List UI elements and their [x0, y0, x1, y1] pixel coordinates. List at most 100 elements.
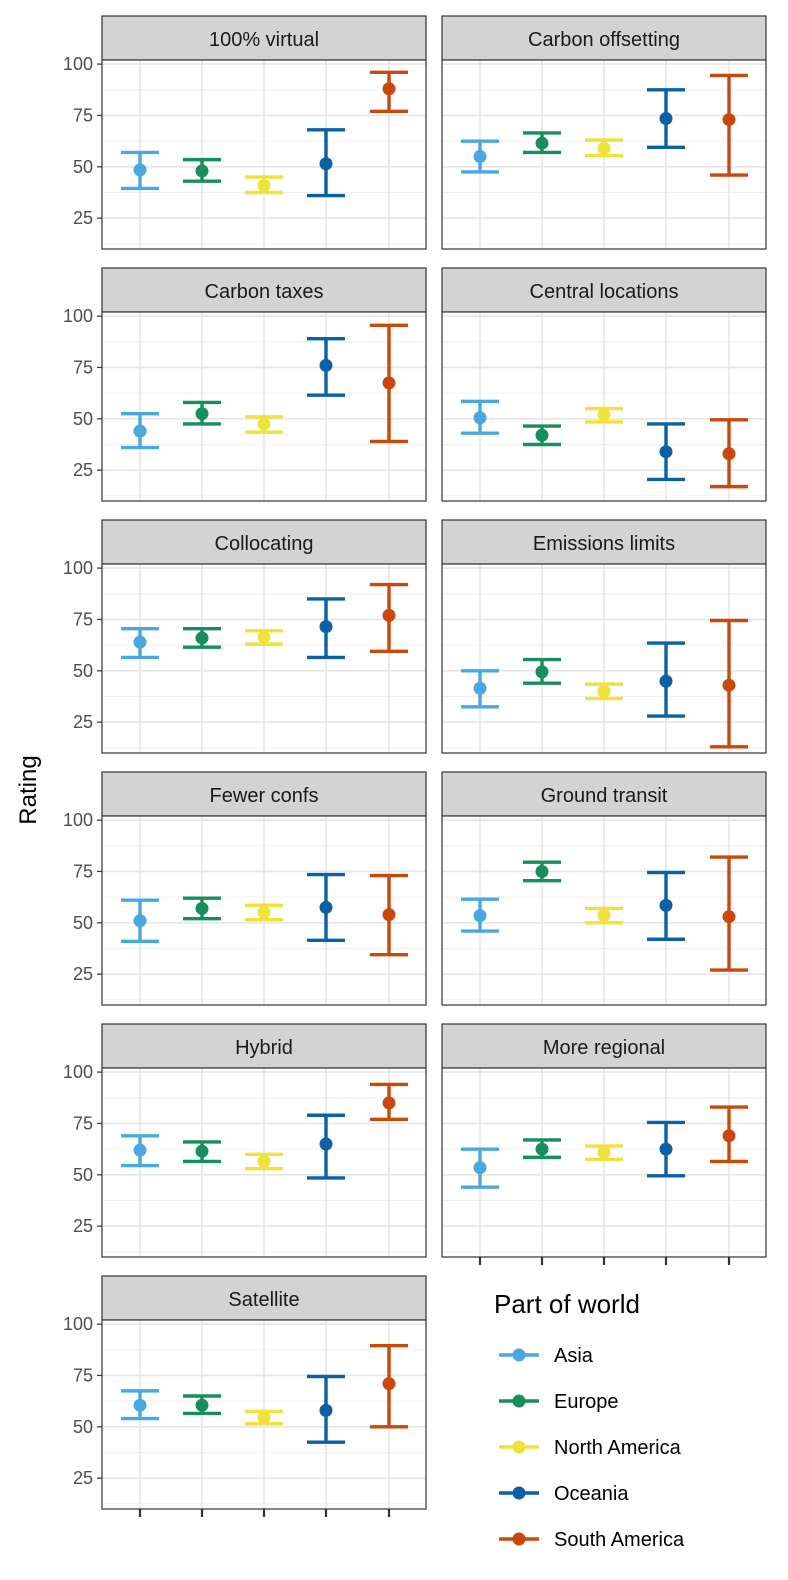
mean-point — [722, 678, 736, 692]
mean-point — [722, 910, 736, 924]
y-tick-label: 100 — [63, 1314, 93, 1334]
mean-point — [535, 428, 549, 442]
panel-border — [101, 563, 427, 754]
y-tick-label: 50 — [73, 409, 93, 429]
panel-border — [441, 59, 767, 250]
mean-point — [473, 681, 487, 695]
mean-point — [597, 909, 611, 923]
panel-border — [101, 815, 427, 1006]
y-tick-label: 50 — [73, 661, 93, 681]
facet-strip-label: Fewer confs — [210, 785, 319, 807]
y-tick-label: 75 — [73, 861, 93, 881]
mean-point — [257, 178, 271, 192]
facet-strip — [101, 771, 427, 817]
mean-point — [382, 1096, 396, 1110]
y-tick-label: 75 — [73, 1113, 93, 1133]
facet-strip — [441, 771, 767, 817]
legend-entry: Europe — [499, 1391, 619, 1413]
facet-strip-label: Hybrid — [235, 1037, 293, 1059]
mean-point — [133, 424, 147, 438]
y-tick-label: 50 — [73, 1165, 93, 1185]
facet-strip-label: Emissions limits — [533, 533, 675, 555]
facet-panel: Carbon offsetting — [441, 15, 767, 250]
mean-point — [133, 635, 147, 649]
legend-key-point — [512, 1440, 526, 1454]
y-tick-label: 75 — [73, 1365, 93, 1385]
mean-point — [257, 1154, 271, 1168]
mean-point — [257, 630, 271, 644]
y-tick-label: 100 — [63, 558, 93, 578]
facet-panel: Ground transit — [441, 771, 767, 1006]
mean-point — [382, 1377, 396, 1391]
mean-point — [319, 620, 333, 634]
mean-point — [195, 1398, 209, 1412]
mean-point — [319, 358, 333, 372]
mean-point — [195, 1144, 209, 1158]
mean-point — [473, 1161, 487, 1175]
mean-point — [659, 898, 673, 912]
facet-panel: Fewer confs 25 50 75 100 — [63, 771, 427, 1006]
legend-label: North America — [554, 1437, 682, 1459]
facet-strip-label: Collocating — [215, 533, 314, 555]
mean-point — [597, 141, 611, 155]
mean-point — [659, 674, 673, 688]
y-tick-label: 25 — [73, 712, 93, 732]
legend-entry: Asia — [499, 1345, 594, 1367]
legend-label: Asia — [554, 1345, 594, 1367]
mean-point — [535, 665, 549, 679]
legend-entry: South America — [499, 1529, 685, 1551]
facet-strip — [441, 15, 767, 61]
legend: Part of world Asia Europe North America Oce… — [494, 1289, 685, 1551]
facet-strip-label: Ground transit — [541, 785, 668, 807]
facet-panel: Collocating 25 50 75 100 — [63, 519, 427, 754]
legend-entry: Oceania — [499, 1483, 629, 1505]
mean-point — [659, 445, 673, 459]
legend-label: Oceania — [554, 1483, 629, 1505]
mean-point — [319, 157, 333, 171]
mean-point — [722, 447, 736, 461]
mean-point — [133, 163, 147, 177]
legend-entry: North America — [499, 1437, 682, 1459]
mean-point — [382, 82, 396, 96]
panel-border — [441, 311, 767, 502]
facet-strip-label: 100% virtual — [209, 29, 319, 51]
mean-point — [257, 417, 271, 431]
panel-border — [441, 815, 767, 1006]
y-tick-label: 25 — [73, 460, 93, 480]
mean-point — [319, 1137, 333, 1151]
facet-strip — [101, 519, 427, 565]
y-tick-label: 50 — [73, 1417, 93, 1437]
mean-point — [382, 608, 396, 622]
mean-point — [659, 1142, 673, 1156]
mean-point — [535, 864, 549, 878]
legend-key-point — [512, 1532, 526, 1546]
panel-border — [101, 1067, 427, 1258]
y-tick-label: 25 — [73, 208, 93, 228]
facet-strip — [101, 1275, 427, 1321]
legend-label: South America — [554, 1529, 685, 1551]
facet-strip — [101, 15, 427, 61]
mean-point — [473, 411, 487, 425]
y-tick-label: 75 — [73, 105, 93, 125]
facet-strip-label: Central locations — [530, 281, 679, 303]
mean-point — [722, 113, 736, 127]
mean-point — [535, 136, 549, 150]
mean-point — [195, 407, 209, 421]
facet-strip — [441, 519, 767, 565]
legend-key-point — [512, 1394, 526, 1408]
mean-point — [597, 684, 611, 698]
panel-border — [101, 59, 427, 250]
mean-point — [257, 1411, 271, 1425]
facet-strip — [101, 1023, 427, 1069]
facet-panel: Carbon taxes 25 50 75 100 — [63, 267, 427, 502]
y-tick-label: 100 — [63, 810, 93, 830]
mean-point — [195, 901, 209, 915]
legend-key-point — [512, 1486, 526, 1500]
y-tick-label: 100 — [63, 54, 93, 74]
y-tick-label: 25 — [73, 964, 93, 984]
mean-point — [722, 1129, 736, 1143]
y-tick-label: 100 — [63, 306, 93, 326]
y-tick-label: 75 — [73, 357, 93, 377]
y-tick-label: 25 — [73, 1216, 93, 1236]
y-tick-label: 75 — [73, 609, 93, 629]
